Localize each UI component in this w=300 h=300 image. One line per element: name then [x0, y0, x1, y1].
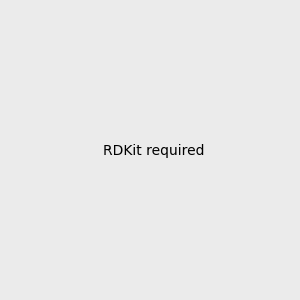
Text: RDKit required: RDKit required — [103, 145, 205, 158]
